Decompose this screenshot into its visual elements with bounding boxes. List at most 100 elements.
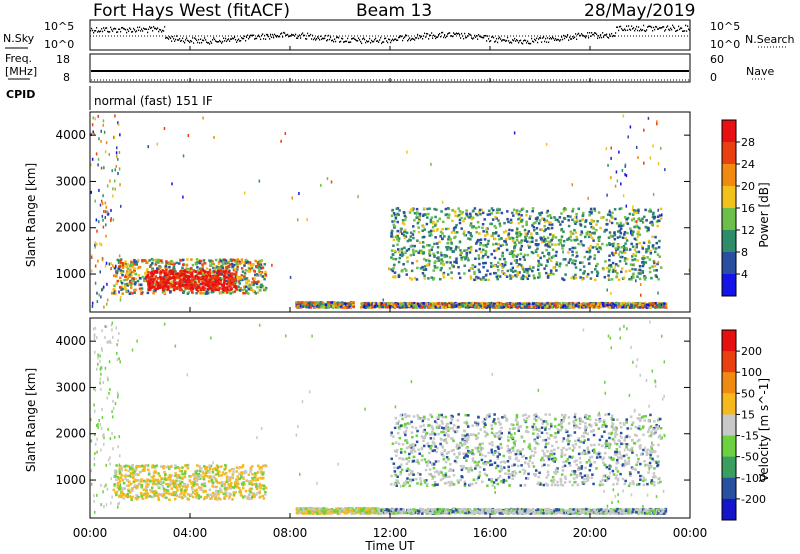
heatmap-cell bbox=[169, 282, 172, 286]
heatmap-cell bbox=[124, 264, 127, 268]
heatmap-cell bbox=[653, 264, 657, 268]
heatmap-cell bbox=[154, 258, 157, 262]
heatmap-cell bbox=[589, 244, 593, 248]
heatmap-cell bbox=[573, 229, 576, 232]
heatmap-cell bbox=[518, 210, 522, 213]
heatmap-cell bbox=[390, 231, 393, 235]
heatmap-cell bbox=[515, 231, 519, 235]
nsky-point bbox=[139, 26, 141, 29]
nsky-point bbox=[545, 37, 547, 40]
heatmap-cell bbox=[243, 191, 246, 195]
nsky-point bbox=[438, 33, 440, 36]
heatmap-cell bbox=[486, 269, 489, 273]
heatmap-cell bbox=[565, 303, 568, 306]
nsky-point bbox=[540, 37, 542, 39]
heatmap-cell bbox=[199, 288, 203, 292]
heatmap-cell bbox=[635, 243, 639, 246]
heatmap-cell bbox=[577, 242, 580, 246]
heatmap-cell bbox=[391, 208, 394, 212]
heatmap-cell bbox=[490, 212, 494, 215]
heatmap-cell bbox=[231, 291, 235, 294]
nsky-point bbox=[409, 37, 411, 39]
heatmap-cell bbox=[561, 244, 564, 247]
heatmap-cell bbox=[129, 268, 132, 272]
heatmap-cell bbox=[159, 272, 162, 276]
heatmap-cell bbox=[505, 243, 508, 246]
heatmap-cell bbox=[567, 306, 570, 309]
nsky-point bbox=[573, 37, 575, 40]
heatmap-cell bbox=[594, 264, 598, 268]
heatmap-cell bbox=[221, 290, 225, 294]
heatmap-cell bbox=[167, 262, 171, 266]
nsky-point bbox=[112, 30, 114, 32]
nsky-point bbox=[397, 39, 399, 41]
heatmap-cell bbox=[496, 305, 500, 309]
heatmap-cell bbox=[170, 259, 173, 263]
heatmap-cell bbox=[426, 263, 430, 267]
heatmap-cell bbox=[231, 258, 235, 262]
heatmap-cell bbox=[533, 304, 537, 307]
heatmap-cell bbox=[620, 267, 624, 270]
heatmap-cell bbox=[641, 257, 644, 260]
heatmap-cell bbox=[345, 302, 348, 306]
heatmap-cell bbox=[131, 270, 135, 274]
nsky-point bbox=[470, 34, 472, 36]
nsky-point bbox=[558, 38, 560, 41]
heatmap-cell bbox=[437, 306, 441, 309]
nsky-point bbox=[132, 30, 134, 33]
heatmap-cell bbox=[123, 278, 126, 282]
heatmap-cell bbox=[242, 292, 245, 295]
heatmap-cell bbox=[97, 114, 99, 118]
heatmap-cell bbox=[165, 260, 168, 263]
heatmap-cell bbox=[550, 256, 554, 259]
heatmap-cell bbox=[391, 253, 395, 257]
nsky-point bbox=[284, 32, 286, 34]
heatmap-cell bbox=[119, 280, 123, 283]
heatmap-cell bbox=[206, 279, 209, 283]
heatmap-cell bbox=[159, 277, 163, 280]
heatmap-cell bbox=[585, 250, 589, 254]
heatmap-cell bbox=[235, 270, 238, 274]
nsky-point bbox=[525, 39, 527, 42]
heatmap-cell bbox=[205, 275, 209, 278]
heatmap-cell bbox=[620, 245, 623, 249]
nsky-point bbox=[548, 41, 550, 44]
nsky-point bbox=[551, 38, 553, 40]
nsky-point bbox=[390, 41, 392, 44]
heatmap-cell bbox=[613, 231, 616, 235]
heatmap-cell bbox=[121, 263, 125, 267]
heatmap-cell bbox=[309, 305, 313, 309]
heatmap-cell bbox=[213, 276, 216, 279]
heatmap-cell bbox=[182, 283, 186, 287]
heatmap-cell bbox=[637, 156, 639, 160]
heatmap-cell bbox=[434, 260, 437, 263]
heatmap-cell bbox=[631, 267, 634, 271]
heatmap-cell bbox=[166, 273, 170, 277]
heatmap-cell bbox=[456, 214, 460, 218]
heatmap-cell bbox=[181, 278, 184, 281]
heatmap-cell bbox=[418, 214, 422, 218]
nsky-point bbox=[114, 27, 116, 30]
heatmap-cell bbox=[151, 262, 154, 265]
heatmap-cell bbox=[688, 268, 691, 272]
nsky-point bbox=[258, 34, 260, 37]
nsky-point bbox=[667, 25, 669, 27]
heatmap-cell bbox=[584, 306, 587, 309]
nsky-point bbox=[496, 37, 498, 40]
heatmap-cell bbox=[520, 239, 523, 243]
heatmap-cell bbox=[223, 278, 226, 282]
heatmap-cell bbox=[116, 279, 120, 283]
heatmap-cell bbox=[440, 266, 443, 270]
heatmap-cell bbox=[530, 232, 533, 235]
heatmap-cell bbox=[166, 288, 170, 291]
heatmap-cell bbox=[632, 276, 635, 279]
heatmap-cell bbox=[526, 244, 530, 247]
heatmap-cell bbox=[320, 183, 322, 187]
heatmap-cell bbox=[138, 287, 142, 291]
heatmap-cell bbox=[478, 262, 481, 266]
heatmap-cell bbox=[118, 286, 122, 289]
heatmap-cell bbox=[210, 285, 213, 288]
heatmap-cell bbox=[349, 303, 352, 306]
heatmap-cell bbox=[203, 270, 207, 274]
nsearch-tick-bottom: 10^0 bbox=[710, 38, 741, 51]
